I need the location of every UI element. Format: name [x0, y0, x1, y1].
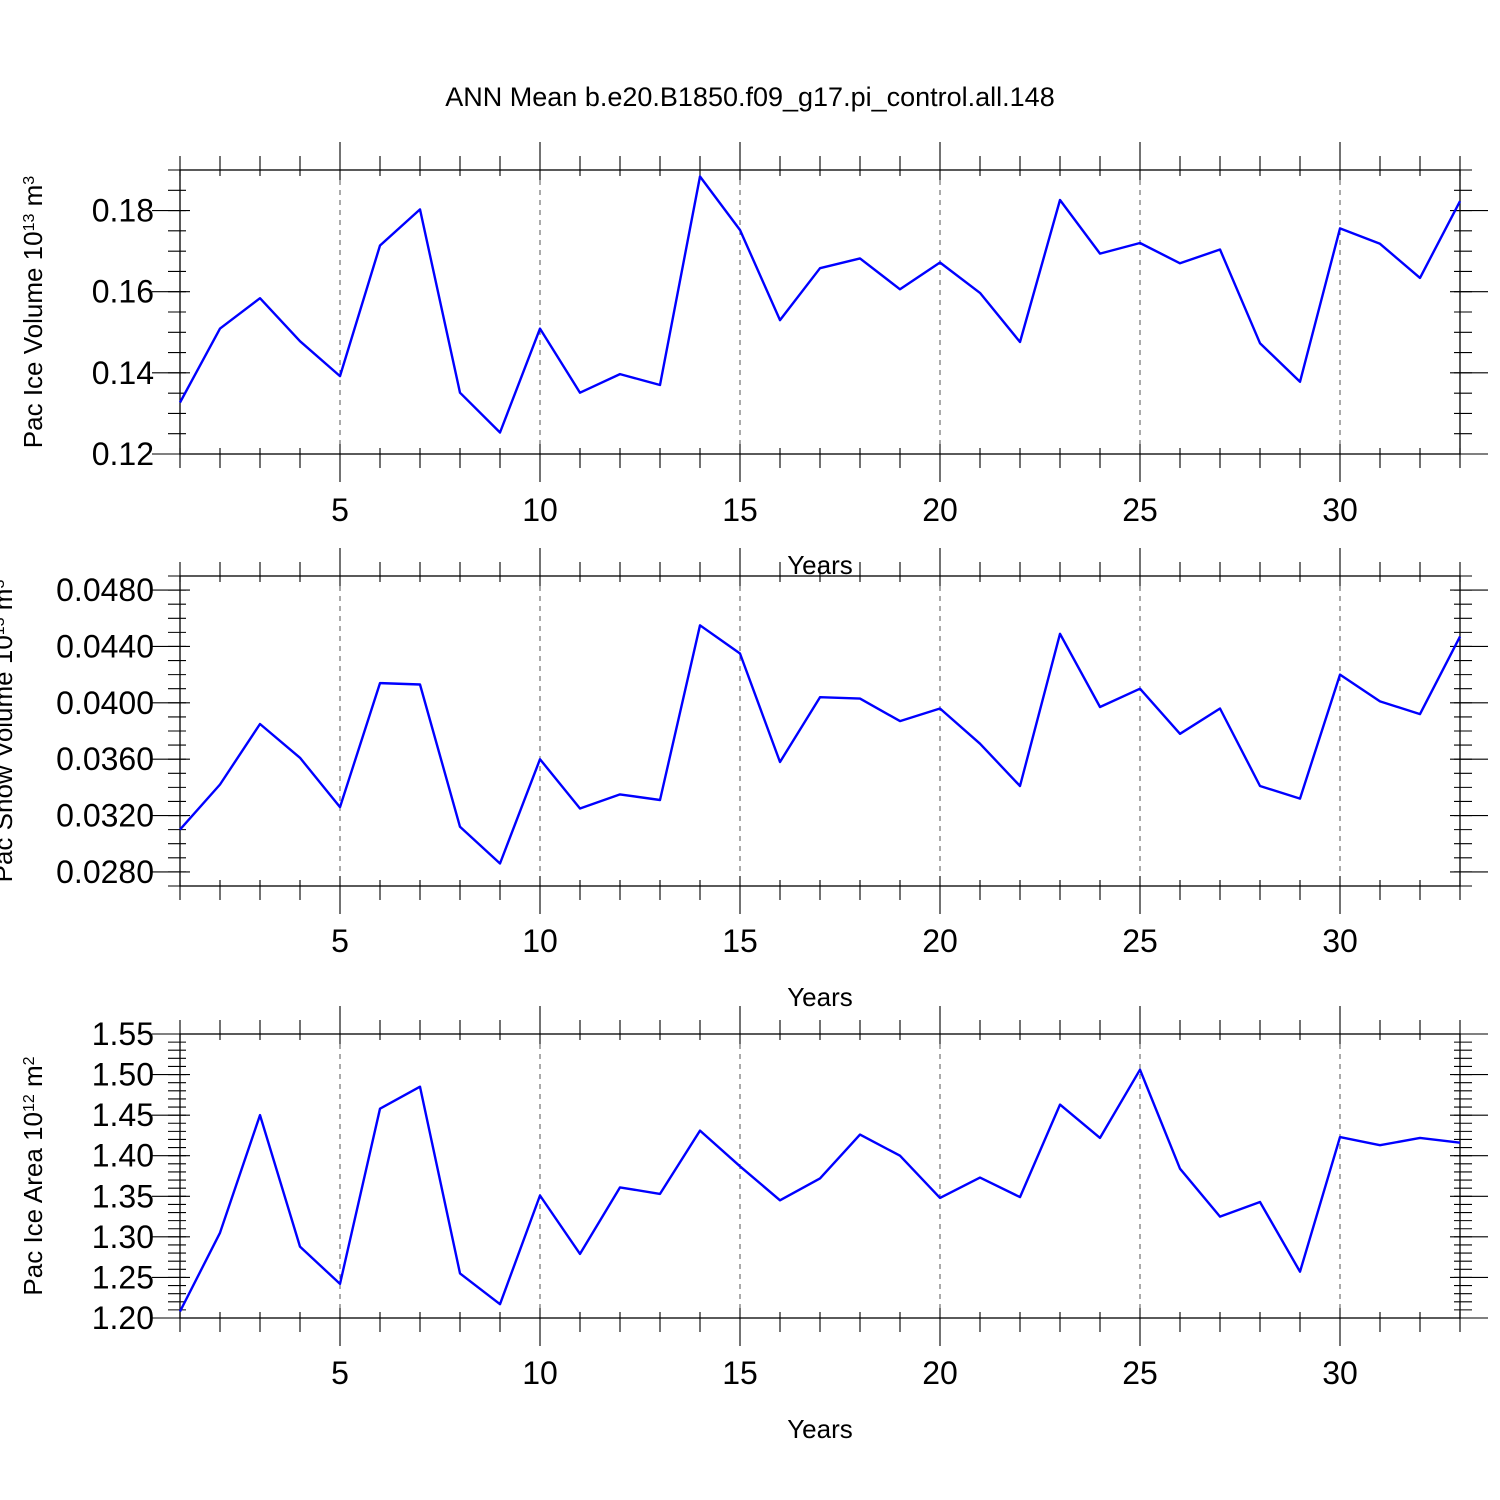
- x-axis-title: Years: [787, 1414, 853, 1444]
- figure-title: ANN Mean b.e20.B1850.f09_g17.pi_control.…: [445, 82, 1054, 112]
- x-tick-label: 30: [1322, 923, 1358, 959]
- y-tick-label: 1.35: [92, 1178, 154, 1214]
- x-tick-label: 25: [1122, 492, 1158, 528]
- chart-panel-2: 0.0280 0.0320 0.0360 0.0400 0.0440 0.0480 5 10 1…: [0, 548, 1488, 1012]
- x-tick-label: 30: [1322, 1355, 1358, 1391]
- y-axis-title: Pac Snow Volume 1013 m3: [0, 580, 18, 883]
- x-tick-label: 20: [922, 1355, 958, 1391]
- y-tick-label: 0.14: [92, 355, 154, 391]
- y-tick-label: 1.40: [92, 1138, 154, 1174]
- y-tick-label: 0.0280: [56, 854, 154, 890]
- x-tick-label: 30: [1322, 492, 1358, 528]
- x-tick-label: 15: [722, 492, 758, 528]
- x-tick-label: 10: [522, 1355, 558, 1391]
- y-tick-label: 0.0480: [56, 572, 154, 608]
- y-tick-label: 1.55: [92, 1016, 154, 1052]
- y-tick-label: 0.0360: [56, 741, 154, 777]
- x-tick-label: 5: [331, 1355, 349, 1391]
- x-tick-label: 5: [331, 923, 349, 959]
- plot-frame: [179, 169, 1461, 455]
- y-axis-title: Pac Ice Volume 1013 m3: [18, 176, 48, 449]
- y-tick-label: 0.0440: [56, 628, 154, 664]
- plot-frame: [179, 575, 1461, 887]
- x-tick-label: 10: [522, 923, 558, 959]
- x-tick-label: 20: [922, 492, 958, 528]
- y-tick-label: 1.45: [92, 1097, 154, 1133]
- x-tick-label: 15: [722, 923, 758, 959]
- plot-frame: [179, 1033, 1461, 1319]
- y-tick-label: 1.30: [92, 1219, 154, 1255]
- y-axis-title: Pac Ice Area 1012 m2: [18, 1056, 48, 1295]
- y-tick-label: 0.18: [92, 193, 154, 229]
- y-tick-label: 1.20: [92, 1300, 154, 1336]
- x-tick-label: 25: [1122, 1355, 1158, 1391]
- x-tick-label: 10: [522, 492, 558, 528]
- y-tick-label: 0.16: [92, 274, 154, 310]
- series-line: [178, 175, 1462, 434]
- series-line: [178, 1068, 1461, 1313]
- x-tick-label: 25: [1122, 923, 1158, 959]
- series-line: [179, 624, 1462, 865]
- x-tick-label: 15: [722, 1355, 758, 1391]
- y-tick-label: 0.0400: [56, 685, 154, 721]
- panels: 0.12 0.14 0.16 0.18 5 10 15 20 25 30 Years Pac Ice …: [0, 142, 1488, 1444]
- x-axis-title: Years: [787, 982, 853, 1012]
- x-tick-label: 5: [331, 492, 349, 528]
- y-tick-label: 0.12: [92, 436, 154, 472]
- x-tick-label: 20: [922, 923, 958, 959]
- y-tick-label: 1.50: [92, 1057, 154, 1093]
- y-tick-label: 1.25: [92, 1259, 154, 1295]
- chart-panel-3: 1.20 1.25 1.30 1.35 1.40 1.45 1.50 1.55 5 10 15 20 2…: [18, 1006, 1488, 1444]
- y-tick-label: 0.0320: [56, 798, 154, 834]
